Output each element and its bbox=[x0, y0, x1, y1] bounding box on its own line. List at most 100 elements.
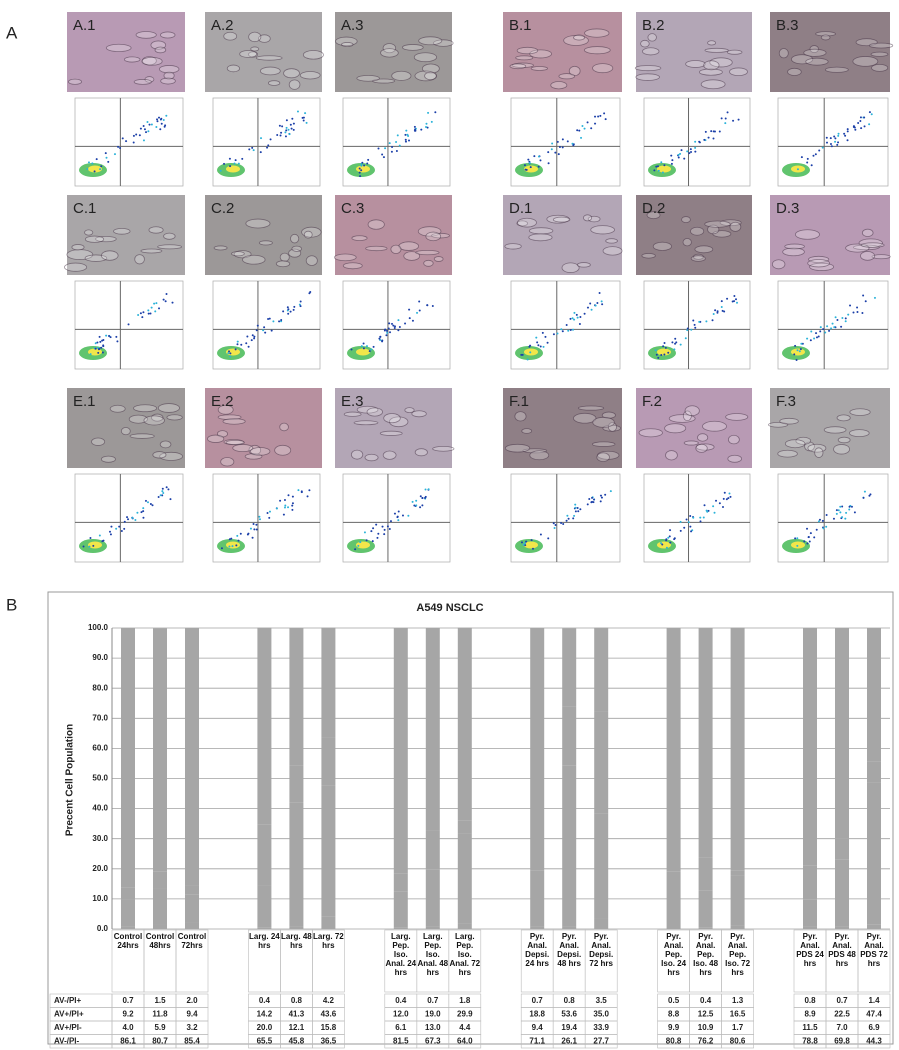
event-dot bbox=[405, 129, 408, 132]
cell-shape bbox=[250, 46, 260, 52]
event-dot bbox=[526, 358, 529, 361]
event-dot bbox=[604, 118, 607, 121]
event-dot bbox=[268, 510, 271, 513]
cell-shape bbox=[870, 51, 889, 57]
micrograph bbox=[636, 388, 752, 468]
cell-shape bbox=[729, 67, 748, 77]
data-label: 53.6 bbox=[561, 1009, 577, 1018]
event-dot bbox=[97, 351, 100, 354]
event-dot bbox=[291, 504, 294, 507]
event-dot bbox=[813, 536, 816, 539]
event-dot bbox=[794, 344, 797, 347]
event-dot bbox=[720, 117, 723, 120]
event-dot bbox=[863, 490, 866, 493]
cell-shape bbox=[433, 39, 454, 47]
event-dot bbox=[868, 494, 871, 497]
cell-shape bbox=[849, 429, 870, 438]
event-dot bbox=[806, 337, 809, 340]
event-dot bbox=[850, 505, 853, 508]
table-cell bbox=[312, 1034, 345, 1049]
bar-segment bbox=[153, 924, 167, 929]
bar-segment bbox=[393, 927, 408, 929]
bar-segment bbox=[562, 706, 577, 766]
event-dot bbox=[427, 488, 430, 491]
bar-segment bbox=[698, 890, 713, 928]
cell-shape bbox=[290, 233, 300, 244]
event-dot bbox=[266, 146, 269, 149]
event-dot bbox=[150, 306, 153, 309]
event-dot bbox=[569, 328, 572, 331]
cell-shape bbox=[681, 216, 691, 224]
category-label-box: Pyr. Anal. Pep. Iso. 72 hrs bbox=[725, 932, 751, 977]
event-dot bbox=[406, 133, 409, 136]
cell-shape bbox=[583, 214, 593, 222]
event-dot bbox=[278, 124, 281, 127]
micrograph bbox=[770, 388, 890, 468]
event-dot bbox=[720, 300, 723, 303]
data-label: 36.5 bbox=[321, 1036, 337, 1045]
bar-segment bbox=[185, 885, 199, 895]
event-dot bbox=[671, 341, 674, 344]
event-dot bbox=[362, 342, 365, 345]
y-axis-label: Precent Cell Population bbox=[65, 724, 76, 836]
bar-segment bbox=[594, 813, 609, 919]
x-tick-label: Larg. Pep. Iso. Anal. 48 hrs bbox=[417, 932, 449, 977]
panel-letter: A bbox=[6, 23, 18, 42]
y-tick-label: 90.0 bbox=[92, 653, 108, 662]
cell-shape bbox=[143, 415, 165, 426]
y-tick-label: 80.0 bbox=[92, 683, 108, 692]
event-dot bbox=[285, 129, 288, 132]
data-label: 6.9 bbox=[868, 1023, 880, 1032]
event-dot bbox=[600, 300, 603, 303]
event-dot bbox=[115, 527, 118, 530]
event-dot bbox=[712, 313, 715, 316]
event-dot bbox=[698, 320, 701, 323]
event-dot bbox=[830, 145, 833, 148]
tile-label: A.1 bbox=[73, 17, 96, 34]
event-dot bbox=[832, 517, 835, 520]
cell-shape bbox=[695, 443, 708, 453]
event-dot bbox=[157, 496, 160, 499]
event-dot bbox=[361, 161, 364, 164]
event-dot bbox=[677, 153, 680, 156]
cell-shape bbox=[682, 238, 692, 247]
event-dot bbox=[251, 146, 254, 149]
event-dot bbox=[663, 164, 666, 167]
event-dot bbox=[155, 302, 158, 305]
x-tick-label: Control 72hrs bbox=[177, 932, 207, 950]
event-dot bbox=[529, 166, 532, 169]
cell-shape bbox=[504, 243, 522, 250]
event-dot bbox=[560, 521, 563, 524]
event-dot bbox=[252, 522, 255, 525]
event-dot bbox=[528, 161, 531, 164]
bar-segment bbox=[289, 802, 304, 927]
data-label: 0.8 bbox=[804, 996, 816, 1005]
data-label: 0.5 bbox=[668, 996, 680, 1005]
event-dot bbox=[852, 125, 855, 128]
event-dot bbox=[529, 351, 532, 354]
bar-segment bbox=[594, 918, 609, 929]
bar-segment bbox=[393, 628, 408, 874]
event-dot bbox=[127, 518, 130, 521]
cell-shape bbox=[516, 220, 529, 227]
event-dot bbox=[419, 506, 422, 509]
event-dot bbox=[283, 499, 286, 502]
data-label: 80.7 bbox=[152, 1036, 168, 1045]
event-dot bbox=[285, 126, 288, 129]
event-dot bbox=[131, 516, 134, 519]
bar-segment bbox=[666, 927, 681, 929]
event-dot bbox=[533, 155, 536, 158]
bar-segment bbox=[321, 785, 336, 917]
x-tick-label: Pyr. Anal. Pep. Iso. 72 hrs bbox=[725, 932, 751, 977]
event-dot bbox=[539, 533, 542, 536]
event-dot bbox=[139, 312, 142, 315]
category-label-box: Pyr. Anal. Depsi. 48 hrs bbox=[557, 932, 581, 968]
cell-shape bbox=[849, 408, 871, 416]
event-dot bbox=[733, 294, 736, 297]
event-dot bbox=[228, 545, 231, 548]
x-tick-label: Pyr. Anal. Pep. Iso. 24 hrs bbox=[661, 932, 687, 977]
data-label: 19.0 bbox=[425, 1009, 441, 1018]
event-dot bbox=[836, 319, 839, 322]
event-dot bbox=[693, 323, 696, 326]
event-dot bbox=[354, 548, 357, 551]
